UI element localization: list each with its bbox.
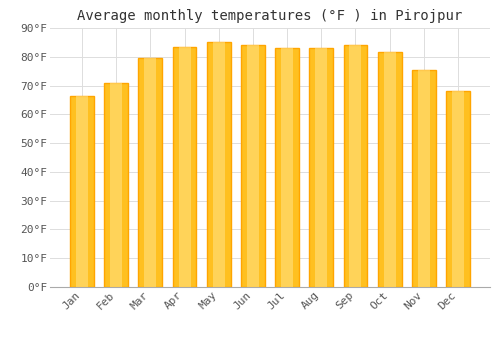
Bar: [110, 83, 122, 287]
Bar: [275, 48, 299, 287]
Bar: [207, 42, 231, 287]
Bar: [138, 58, 162, 287]
Bar: [418, 70, 430, 287]
Bar: [344, 45, 367, 287]
Bar: [412, 70, 436, 287]
Bar: [212, 42, 224, 287]
Bar: [76, 96, 88, 287]
Bar: [241, 45, 265, 287]
Bar: [446, 91, 470, 287]
Bar: [247, 45, 259, 287]
Bar: [144, 58, 156, 287]
Bar: [172, 47, 197, 287]
Bar: [281, 48, 293, 287]
Bar: [350, 45, 362, 287]
Bar: [316, 48, 328, 287]
Bar: [70, 96, 94, 287]
Bar: [384, 52, 396, 287]
Bar: [104, 83, 128, 287]
Bar: [452, 91, 464, 287]
Bar: [178, 47, 190, 287]
Bar: [378, 52, 402, 287]
Title: Average monthly temperatures (°F ) in Pirojpur: Average monthly temperatures (°F ) in Pi…: [78, 9, 462, 23]
Bar: [310, 48, 333, 287]
